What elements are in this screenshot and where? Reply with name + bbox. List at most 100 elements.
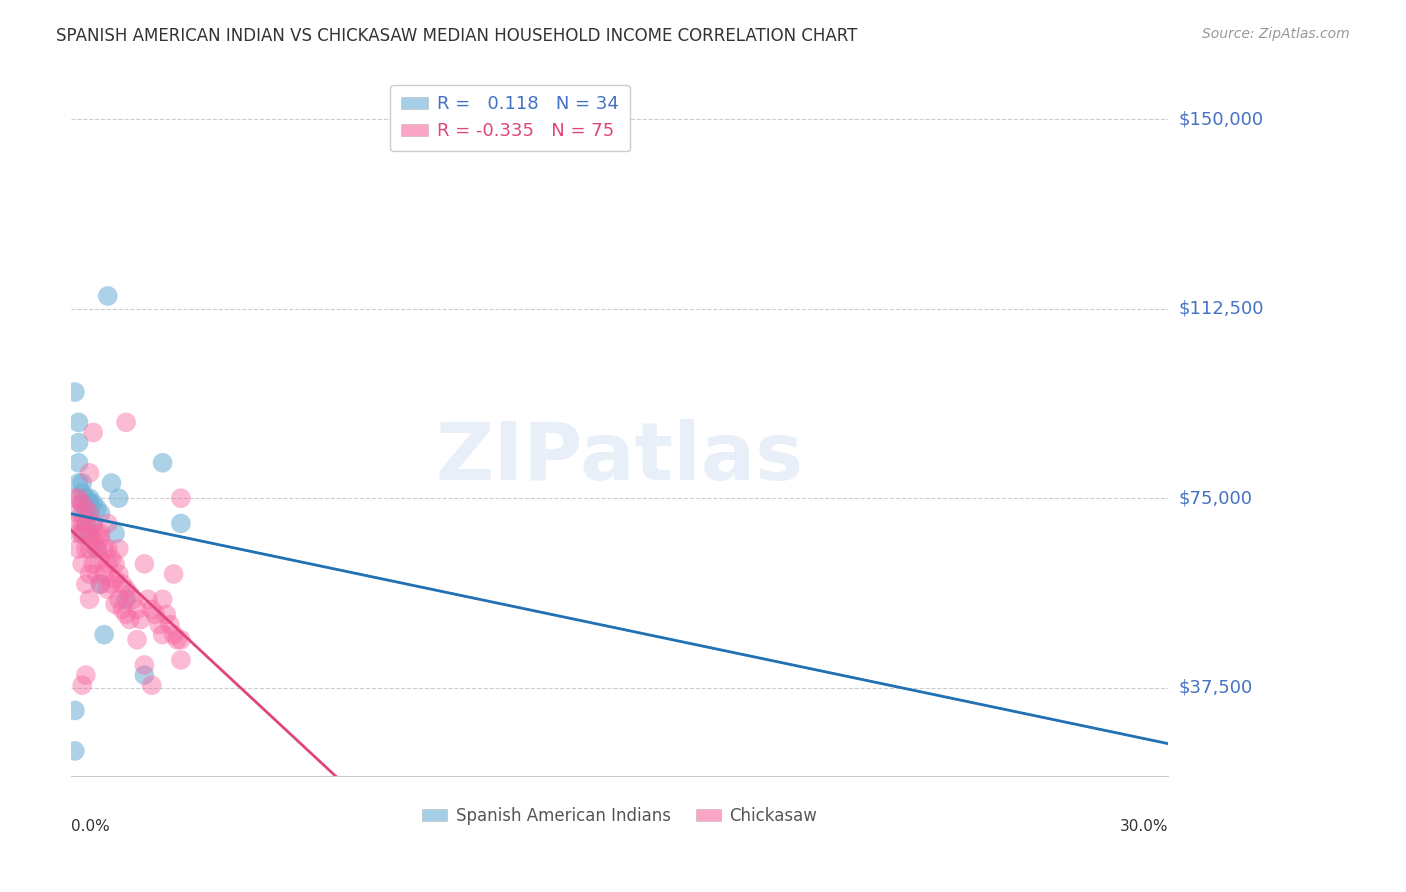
Point [97,516,120,531]
Point [104,572,127,586]
Point [107,566,129,581]
Text: Source: ZipAtlas.com: Source: ZipAtlas.com [1202,27,1350,41]
Point [67,491,90,505]
Point [70,486,93,500]
Point [86,541,108,556]
Point [97,582,120,596]
Point [100,551,122,566]
Point [155,607,177,622]
Point [152,592,174,607]
Point [134,657,156,672]
Point [162,627,184,641]
Point [107,541,129,556]
Point [67,415,90,429]
Point [170,516,193,531]
Text: $37,500: $37,500 [1180,679,1253,697]
Point [89,526,111,541]
Point [67,526,90,541]
Point [93,541,115,556]
Point [70,506,93,520]
Point [107,491,129,505]
Point [97,557,120,571]
Point [67,475,90,490]
Point [118,612,141,626]
Point [134,668,156,682]
Point [125,602,148,616]
Point [63,384,86,399]
Point [118,587,141,601]
Point [170,632,193,647]
Legend: Spanish American Indians, Chickasaw: Spanish American Indians, Chickasaw [416,800,824,831]
Point [152,456,174,470]
Point [136,592,159,607]
Point [148,617,170,632]
Point [75,668,97,682]
Point [159,617,181,632]
Text: $112,500: $112,500 [1180,300,1264,318]
Point [63,516,86,531]
Point [63,744,86,758]
Point [166,632,188,647]
Point [104,526,127,541]
Point [86,541,108,556]
Point [86,501,108,516]
Point [115,607,138,622]
Point [122,592,145,607]
Point [143,607,166,622]
Point [67,506,90,520]
Point [86,526,108,541]
Point [82,496,104,510]
Point [82,425,104,440]
Point [111,602,134,616]
Point [97,289,120,303]
Point [79,526,101,541]
Point [79,466,101,480]
Point [75,501,97,516]
Point [79,491,101,505]
Point [86,566,108,581]
Point [89,551,111,566]
Point [129,612,152,626]
Point [82,557,104,571]
Text: $150,000: $150,000 [1180,110,1264,128]
Point [79,506,101,520]
Point [75,516,97,531]
Point [170,491,193,505]
Point [89,532,111,546]
Point [82,516,104,531]
Point [79,541,101,556]
Point [115,592,138,607]
Point [111,577,134,591]
Point [89,577,111,591]
Point [89,506,111,520]
Point [97,541,120,556]
Point [75,491,97,505]
Point [107,592,129,607]
Point [141,602,163,616]
Point [70,516,93,531]
Point [63,491,86,505]
Text: ZIPatlas: ZIPatlas [436,418,804,497]
Text: 30.0%: 30.0% [1119,819,1168,834]
Point [104,557,127,571]
Point [93,627,115,641]
Point [75,577,97,591]
Point [75,541,97,556]
Point [82,532,104,546]
Point [70,678,93,692]
Point [70,526,93,541]
Point [93,566,115,581]
Point [70,496,93,510]
Point [70,557,93,571]
Point [134,557,156,571]
Point [100,475,122,490]
Point [82,516,104,531]
Point [70,475,93,490]
Point [162,566,184,581]
Point [67,435,90,450]
Point [170,653,193,667]
Text: $75,000: $75,000 [1180,489,1253,508]
Point [79,496,101,510]
Point [152,627,174,641]
Point [79,592,101,607]
